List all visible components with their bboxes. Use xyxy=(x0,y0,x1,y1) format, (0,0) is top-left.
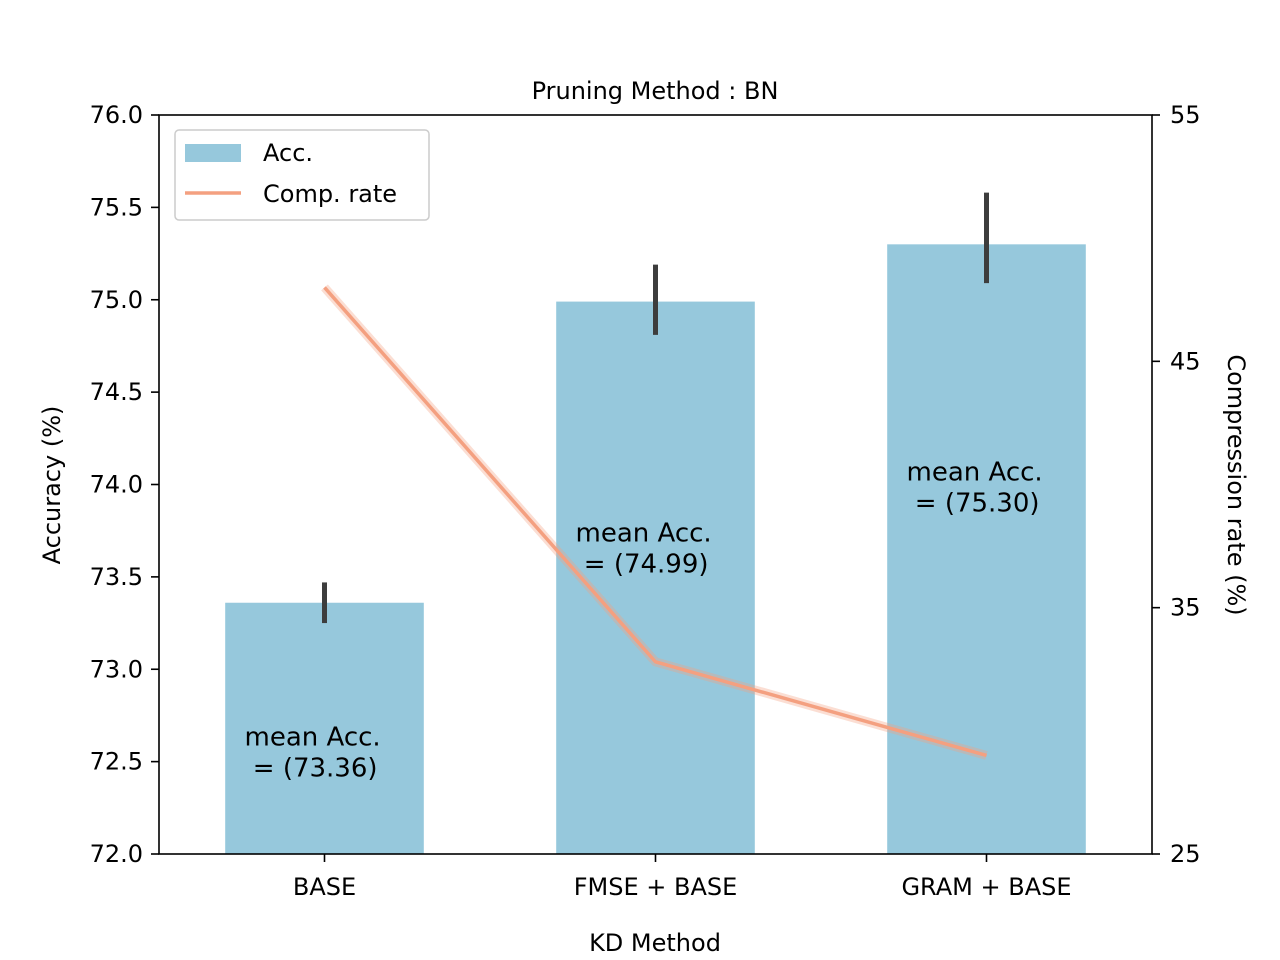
y-tick-label-left-4: 74.0 xyxy=(90,471,143,499)
y-tick-label-left-5: 74.5 xyxy=(90,378,143,406)
annotation-line1: mean Acc. xyxy=(907,457,1043,487)
annotations-layer: mean Acc. = (73.36)mean Acc. = (74.99)me… xyxy=(245,457,1043,783)
chart-title: Pruning Method : BN xyxy=(532,77,779,105)
line-layer xyxy=(321,284,988,760)
y-tick-label-left-2: 73.0 xyxy=(90,655,143,683)
errorbars-layer xyxy=(322,192,989,624)
annotation-line2: = (73.36) xyxy=(245,754,378,784)
x-axis: BASE FMSE + BASE GRAM + BASE xyxy=(293,854,1072,901)
y-tick-label-right-1: 35 xyxy=(1170,594,1201,622)
annotation-line2: = (75.30) xyxy=(907,488,1040,518)
y-tick-label-left-8: 76.0 xyxy=(90,101,143,129)
x-tick-label-1: FMSE + BASE xyxy=(574,873,738,901)
y-tick-label-left-1: 72.5 xyxy=(90,748,143,776)
bars-layer xyxy=(225,244,1086,854)
y-tick-label-left-7: 75.5 xyxy=(90,193,143,221)
x-axis-label: KD Method xyxy=(589,929,721,957)
annotation-line2: = (74.99) xyxy=(576,550,709,580)
annotation-1: mean Acc. = (74.99) xyxy=(576,519,712,580)
comp-rate-line xyxy=(323,286,987,758)
y-tick-label-right-3: 55 xyxy=(1170,101,1201,129)
annotation-0: mean Acc. = (73.36) xyxy=(245,723,381,784)
y-tick-label-left-0: 72.0 xyxy=(90,840,143,868)
legend-label-acc: Acc. xyxy=(263,139,313,167)
right-axis: 25 35 45 55 xyxy=(1152,101,1201,868)
x-tick-label-0: BASE xyxy=(293,873,356,901)
y-tick-label-right-2: 45 xyxy=(1170,347,1201,375)
y-tick-label-left-6: 75.0 xyxy=(90,286,143,314)
annotation-line1: mean Acc. xyxy=(576,519,712,549)
y-tick-label-right-0: 25 xyxy=(1170,840,1201,868)
legend: Acc. Comp. rate xyxy=(174,129,430,221)
y-axis-label-left: Accuracy (%) xyxy=(38,406,66,565)
y-tick-label-left-3: 73.5 xyxy=(90,563,143,591)
y-axis-label-right: Compression rate (%) xyxy=(1222,354,1250,615)
x-tick-label-2: GRAM + BASE xyxy=(901,873,1071,901)
annotation-line1: mean Acc. xyxy=(245,723,381,753)
bar-2 xyxy=(887,244,1086,854)
left-axis: 72.0 72.5 73.0 73.5 74.0 74.5 75.0 75.5 76.0 xyxy=(90,101,159,868)
bar-1 xyxy=(556,301,755,854)
bar-0 xyxy=(225,602,424,854)
legend-swatch-acc xyxy=(185,144,241,162)
legend-label-comp-rate: Comp. rate xyxy=(263,180,397,208)
annotation-2: mean Acc. = (75.30) xyxy=(907,457,1043,518)
